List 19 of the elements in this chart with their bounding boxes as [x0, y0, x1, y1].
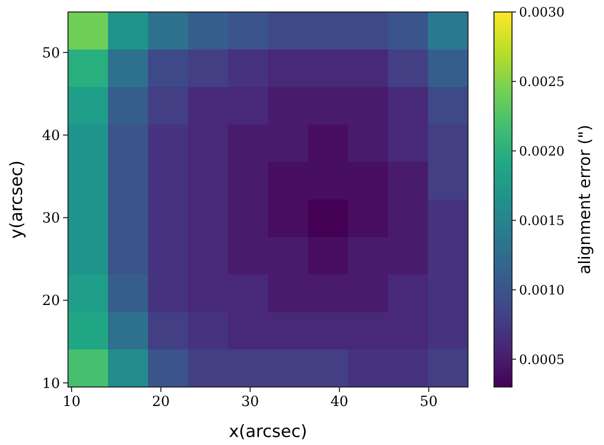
color-bar-label: 0.0025 — [519, 74, 564, 90]
color-bar-title: alignment error (") — [575, 124, 594, 274]
x-tick-label: 50 — [420, 394, 438, 410]
x-tick-label: 30 — [241, 394, 260, 410]
y-tick-label: 40 — [42, 128, 60, 144]
color-bar-label: 0.0010 — [519, 283, 564, 298]
color-bar-label: 0.0005 — [519, 352, 564, 368]
y-tick-label: 50 — [42, 45, 60, 62]
y-tick-label: 30 — [42, 210, 60, 227]
y-axis-title: y(arcsec) — [7, 160, 27, 239]
color-bar-label: 0.0015 — [519, 214, 564, 229]
color-bar-label: 0.0020 — [519, 144, 564, 160]
x-tick-label: 10 — [62, 394, 80, 410]
x-tick-label: 40 — [330, 394, 348, 410]
y-tick-label: 20 — [42, 293, 60, 310]
color-bar-label: 0.0030 — [519, 6, 564, 21]
x-axis-title: x(arcsec) — [228, 422, 308, 442]
x-tick-label: 20 — [152, 394, 170, 410]
y-tick-label: 10 — [42, 376, 60, 392]
